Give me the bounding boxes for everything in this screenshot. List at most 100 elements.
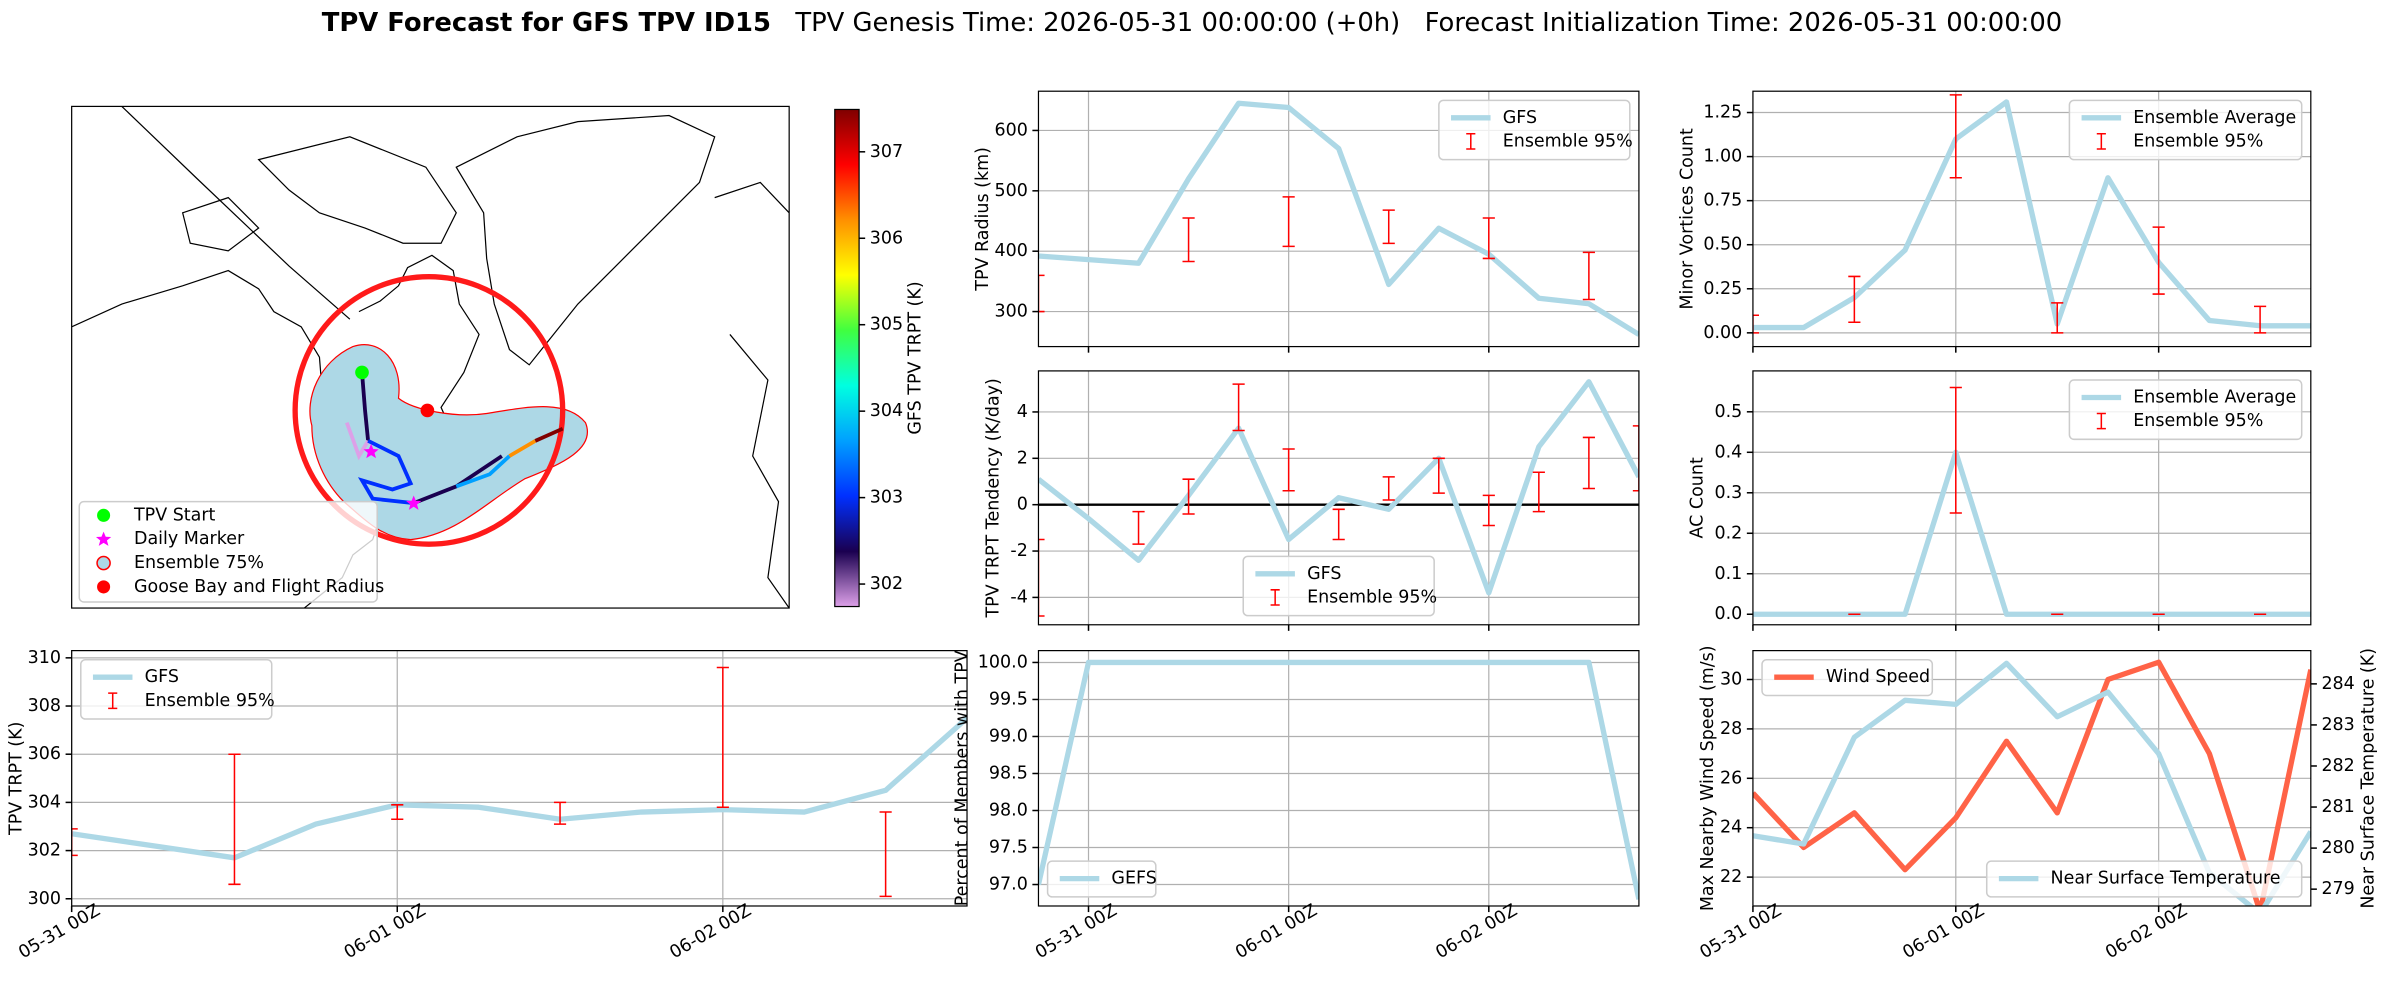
legend-marker [95,531,112,546]
legend-label: Ensemble 95% [2133,411,2263,431]
y-tick-label: 1.25 [1703,103,1742,123]
y-tick-label: 308 [28,696,61,716]
plot-area [71,650,968,906]
axes-frame [1752,650,2312,907]
y-tick-label: 0.4 [1715,442,1743,462]
legend-label: Ensemble 95% [1503,131,1633,151]
error-bar [71,828,78,857]
plot-area [1038,91,1639,347]
error-bar [391,804,404,821]
legend-label: Daily Marker [134,529,245,549]
error-bar [2254,305,2267,334]
y-axis-label: Percent of Members with TPV [952,650,972,906]
legend-box [1761,658,1934,697]
colorbar-tick-label: 307 [870,142,903,162]
daily-marker [406,495,422,510]
error-bar [2051,302,2064,334]
error-bar [1232,383,1245,432]
error-bar [1949,94,1962,179]
x-tick-label: 05-31 00Z [1032,901,1120,964]
error-bar [1949,386,1962,514]
y2-tick-label: 281 [2321,797,2354,817]
coastline [714,181,790,609]
y-tick-label: 1.00 [1703,147,1742,167]
y-tick-label: 97.0 [989,875,1028,895]
error-bar [879,811,892,898]
legend-symbol [108,692,118,710]
coastline [181,196,260,252]
legend-label: GEFS [1111,869,1156,889]
y-axis-label: Minor Vortices Count [1677,128,1697,310]
error-bar [1632,425,1639,492]
legend-label: Ensemble Average [2133,108,2296,128]
error-bar [1038,274,1045,313]
x-tick-label: 06-01 00Z [1232,901,1320,964]
colorbar [834,108,860,608]
track [360,372,370,442]
legend-symbol [2096,412,2106,430]
y-tick-label: 300 [28,889,61,909]
legend-label: Near Surface Temperature [2051,869,2281,889]
error-bar [1382,476,1395,501]
legend-box [2068,99,2303,161]
error-bar [1282,196,1295,248]
y-tick-label: 98.5 [989,763,1028,783]
y2-tick-label: 279 [2321,879,2354,899]
x-tick-label: 05-31 00Z [15,901,103,964]
legend-label: Wind Speed [1826,667,1930,687]
y-tick-label: 97.5 [989,838,1028,858]
y-tick-label: 0 [1017,495,1028,515]
y-tick-label: 24 [1720,818,1742,838]
error-bar [1848,275,1861,324]
daily-marker [363,443,379,459]
legend-label: Ensemble 95% [145,691,275,711]
y-tick-label: 4 [1017,402,1028,422]
y-tick-label: 0.00 [1703,323,1742,343]
legend-marker [97,508,111,522]
error-bar [1432,457,1445,494]
series-line [1038,659,1639,900]
axes-frame [1752,370,2312,626]
legend-label: GFS [145,667,179,687]
legend-symbol [1270,589,1280,606]
flight-radius [292,274,566,547]
y-tick-label: 99.5 [989,689,1028,709]
y-axis-label: TPV TRPT Tendency (K/day) [983,378,1003,618]
error-bar [1038,538,1045,617]
y-tick-label: 0.0 [1715,604,1743,624]
colorbar-tick-label: 304 [870,401,903,421]
y2-tick-label: 282 [2321,756,2354,776]
y-tick-label: 99.0 [989,726,1028,746]
series-line [1038,100,1639,337]
axes-frame [1037,370,1640,626]
legend-label: Ensemble Average [2133,388,2296,408]
series-line [1752,659,2311,906]
colorbar-tick-label: 302 [870,574,903,594]
y-tick-label: 28 [1720,719,1742,739]
error-bar [1282,448,1295,492]
error-bar [1482,217,1495,260]
legend-label: GFS [1503,108,1537,128]
legend-marker [96,555,111,571]
legend-label: TPV Start [133,505,216,525]
y-tick-label: 302 [28,841,61,861]
colorbar-tick-label: 305 [870,315,903,335]
colorbar-label: GFS TPV TRPT (K) [905,281,925,434]
y-tick-label: 0.3 [1715,483,1743,503]
tpv-start [355,365,369,380]
x-tick-label: 06-01 00Z [1899,901,1987,964]
axes-frame [1037,650,1640,907]
title-main: TPV Forecast for GFS TPV ID15 [322,7,771,37]
legend-box [1046,860,1157,898]
legend-marker [97,580,111,594]
legend-box [78,500,378,603]
legend-symbol [2096,133,2106,150]
legend-symbol [1466,133,1476,150]
y-tick-label: 2 [1017,448,1028,468]
error-bar [716,666,729,808]
y-tick-label: 0.50 [1703,235,1742,255]
y-tick-label: 310 [28,648,61,668]
coastline [257,136,457,244]
